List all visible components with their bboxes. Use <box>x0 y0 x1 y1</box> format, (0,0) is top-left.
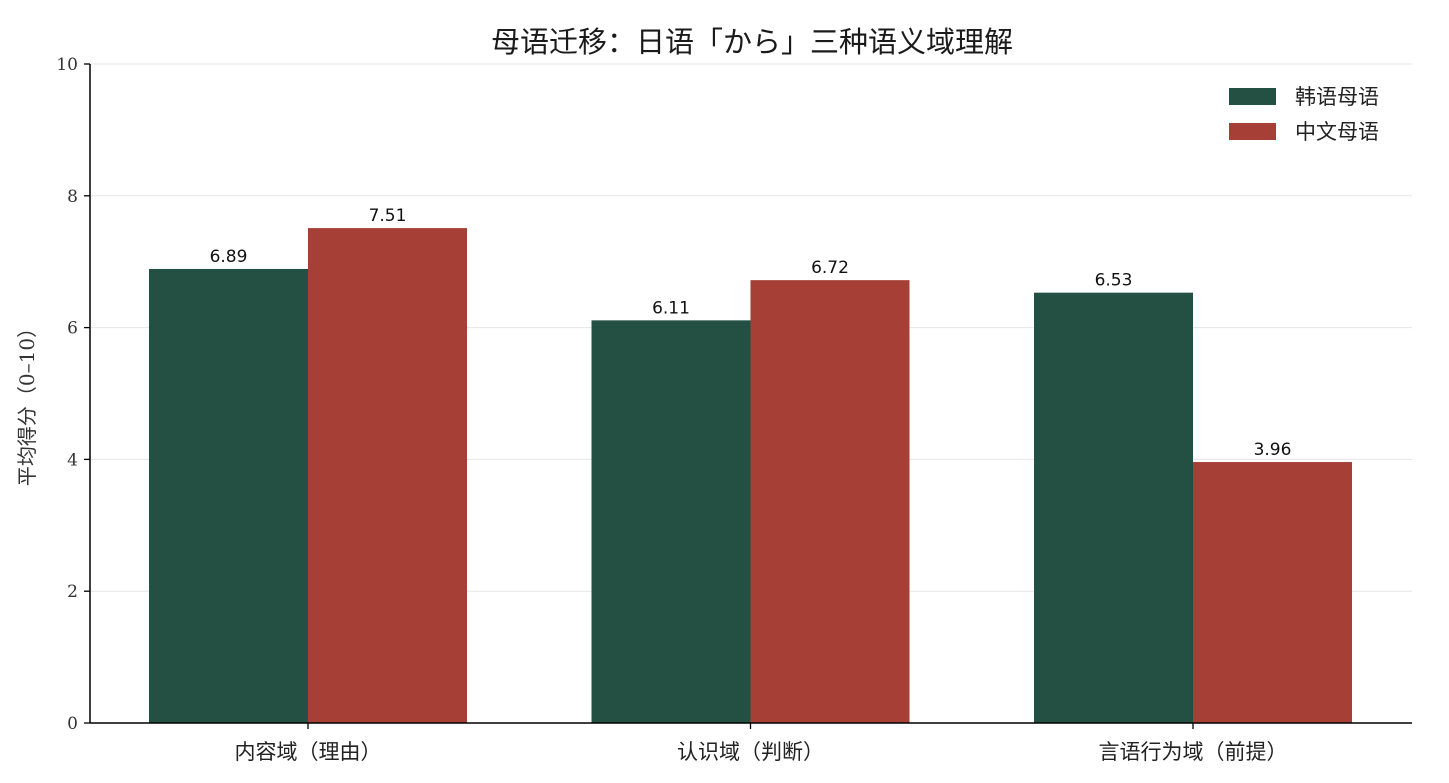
bar <box>1193 462 1352 723</box>
y-axis-label: 平均得分（0–10） <box>15 318 39 486</box>
bar-value-label: 6.72 <box>811 258 849 278</box>
legend-label: 韩语母语 <box>1295 85 1379 109</box>
bar-value-label: 3.96 <box>1254 440 1292 460</box>
x-ticks: 内容域（理由） 认识域（判断） 言语行为域（前提） <box>235 723 1288 764</box>
y-tick-label: 4 <box>67 450 78 470</box>
bar <box>1034 292 1193 723</box>
y-tick-label: 0 <box>67 714 78 734</box>
y-tick-label: 6 <box>67 319 78 339</box>
bar-value-label: 6.11 <box>652 298 690 318</box>
x-tick-label: 内容域（理由） <box>235 740 382 764</box>
y-tick-label: 10 <box>56 55 78 75</box>
x-tick-label: 言语行为域（前提） <box>1099 740 1288 764</box>
bar <box>750 280 910 723</box>
bar-value-label: 6.53 <box>1095 271 1133 291</box>
legend-swatch <box>1229 88 1276 105</box>
bar <box>591 320 751 723</box>
y-tick-label: 8 <box>67 187 78 207</box>
chart-title: 母语迁移：日语「から」三种语义域理解 <box>491 25 1013 59</box>
bar <box>308 228 467 723</box>
y-tick-label: 2 <box>67 582 78 602</box>
bar <box>149 268 308 723</box>
y-ticks: 0 2 4 6 8 10 <box>56 55 90 734</box>
legend-swatch <box>1229 123 1276 140</box>
x-tick-label: 认识域（判断） <box>677 740 824 764</box>
bars <box>149 228 1352 723</box>
bar-value-label: 6.89 <box>210 247 248 267</box>
value-labels: 6.89 7.51 6.11 6.72 6.53 3.96 <box>210 206 1292 460</box>
bar-value-label: 7.51 <box>369 206 407 226</box>
legend-label: 中文母语 <box>1295 120 1379 144</box>
